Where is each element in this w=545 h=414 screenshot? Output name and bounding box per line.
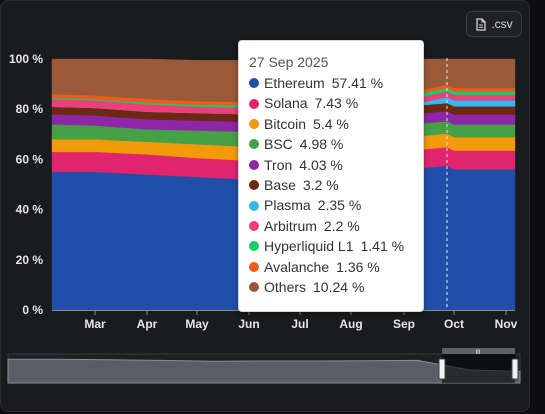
tooltip-series-value: 10.24 %	[313, 278, 365, 295]
series-color-dot	[249, 159, 259, 170]
y-tick-label: 80 %	[16, 102, 44, 116]
y-tick-label: 20 %	[16, 253, 44, 267]
tooltip-date: 27 Sep 2025	[249, 54, 329, 70]
series-color-dot	[249, 241, 259, 252]
tooltip-series-name: Hyperliquid L1	[264, 238, 354, 255]
tooltip-series-value: 2.35 %	[317, 197, 362, 214]
tooltip-item: Plasma 2.35 %	[249, 195, 413, 215]
tooltip-series-value: 57.41 %	[331, 75, 384, 91]
tooltip-item: Avalanche 1.36 %	[249, 257, 413, 277]
tooltip-series-value: 3.2 %	[302, 176, 339, 193]
series-color-dot	[249, 200, 259, 211]
series-color-dot	[249, 98, 259, 109]
x-tick-label: Oct	[444, 317, 464, 331]
tooltip-series-name: Others	[264, 278, 307, 295]
navigator[interactable]: III	[7, 348, 521, 384]
tooltip-series-name: BSC	[264, 136, 293, 153]
x-tick-label: Apr	[137, 317, 158, 331]
tooltip-item: Arbitrum 2.2 %	[249, 216, 413, 236]
x-tick-label: Jun	[238, 317, 259, 331]
y-tick-label: 60 %	[16, 152, 44, 166]
tooltip-series-name: Plasma	[264, 197, 311, 214]
tooltip-series-name: Base	[264, 176, 296, 193]
csv-download-button[interactable]: .csv	[466, 11, 522, 37]
x-tick-label: Mar	[84, 317, 106, 331]
tooltip-series-value: 1.41 %	[360, 238, 405, 255]
tooltip-item: Ethereum 57.41 %	[249, 73, 413, 93]
navigator-right-handle[interactable]	[511, 358, 519, 380]
tooltip-series-name: Bitcoin	[264, 115, 307, 132]
series-color-dot	[249, 118, 259, 129]
x-tick-label: Sep	[393, 317, 415, 331]
tooltip-series-value: 4.98 %	[299, 136, 344, 153]
tooltip-item: Solana 7.43 %	[249, 93, 413, 113]
tooltip-series-value: 5.4 %	[313, 115, 349, 132]
file-icon	[476, 17, 486, 31]
x-tick-label: Jul	[291, 317, 308, 331]
tooltip-item: Base 3.2 %	[249, 175, 413, 195]
tooltip-series-name: Tron	[264, 156, 293, 173]
x-tick-label: Nov	[495, 317, 518, 331]
tooltip-item: Tron 4.03 %	[249, 155, 413, 175]
tooltip-series-name: Arbitrum	[264, 217, 317, 234]
chart-tooltip: 27 Sep 2025 Ethereum 57.41 % Solana 7.43 % B…	[238, 40, 424, 312]
tooltip-item: Bitcoin 5.4 %	[249, 114, 413, 134]
x-tick-label: May	[185, 317, 209, 331]
y-tick-label: 100 %	[9, 52, 43, 66]
series-color-dot	[249, 261, 259, 272]
series-color-dot	[249, 220, 259, 231]
navigator-selection[interactable]	[442, 354, 515, 383]
tooltip-item: Others 10.24 %	[249, 277, 413, 297]
csv-button-label: .csv	[491, 17, 513, 31]
tooltip-series-value: 4.03 %	[299, 156, 343, 173]
tooltip-item: Hyperliquid L1 1.41 %	[249, 236, 413, 256]
series-color-dot	[249, 180, 259, 191]
y-tick-label: 40 %	[16, 203, 44, 217]
tooltip-series-value: 7.43 %	[314, 95, 359, 112]
navigator-left-handle[interactable]	[438, 358, 446, 380]
series-color-dot	[249, 139, 259, 150]
series-color-dot	[249, 282, 259, 293]
y-tick-label: 0 %	[22, 303, 43, 317]
tooltip-series-name: Avalanche	[264, 258, 330, 275]
tooltip-series-value: 2.2 %	[323, 217, 360, 234]
series-color-dot	[249, 78, 259, 89]
navigator-scrollbar-grip-icon[interactable]: III	[475, 350, 480, 356]
navigator-scrollbar[interactable]	[442, 348, 515, 354]
x-tick-label: Aug	[339, 317, 362, 331]
tooltip-series-value: 1.36 %	[336, 258, 380, 275]
tooltip-series-name: Ethereum	[264, 75, 325, 91]
tooltip-series-name: Solana	[264, 95, 308, 112]
tooltip-item: BSC 4.98 %	[249, 134, 413, 154]
